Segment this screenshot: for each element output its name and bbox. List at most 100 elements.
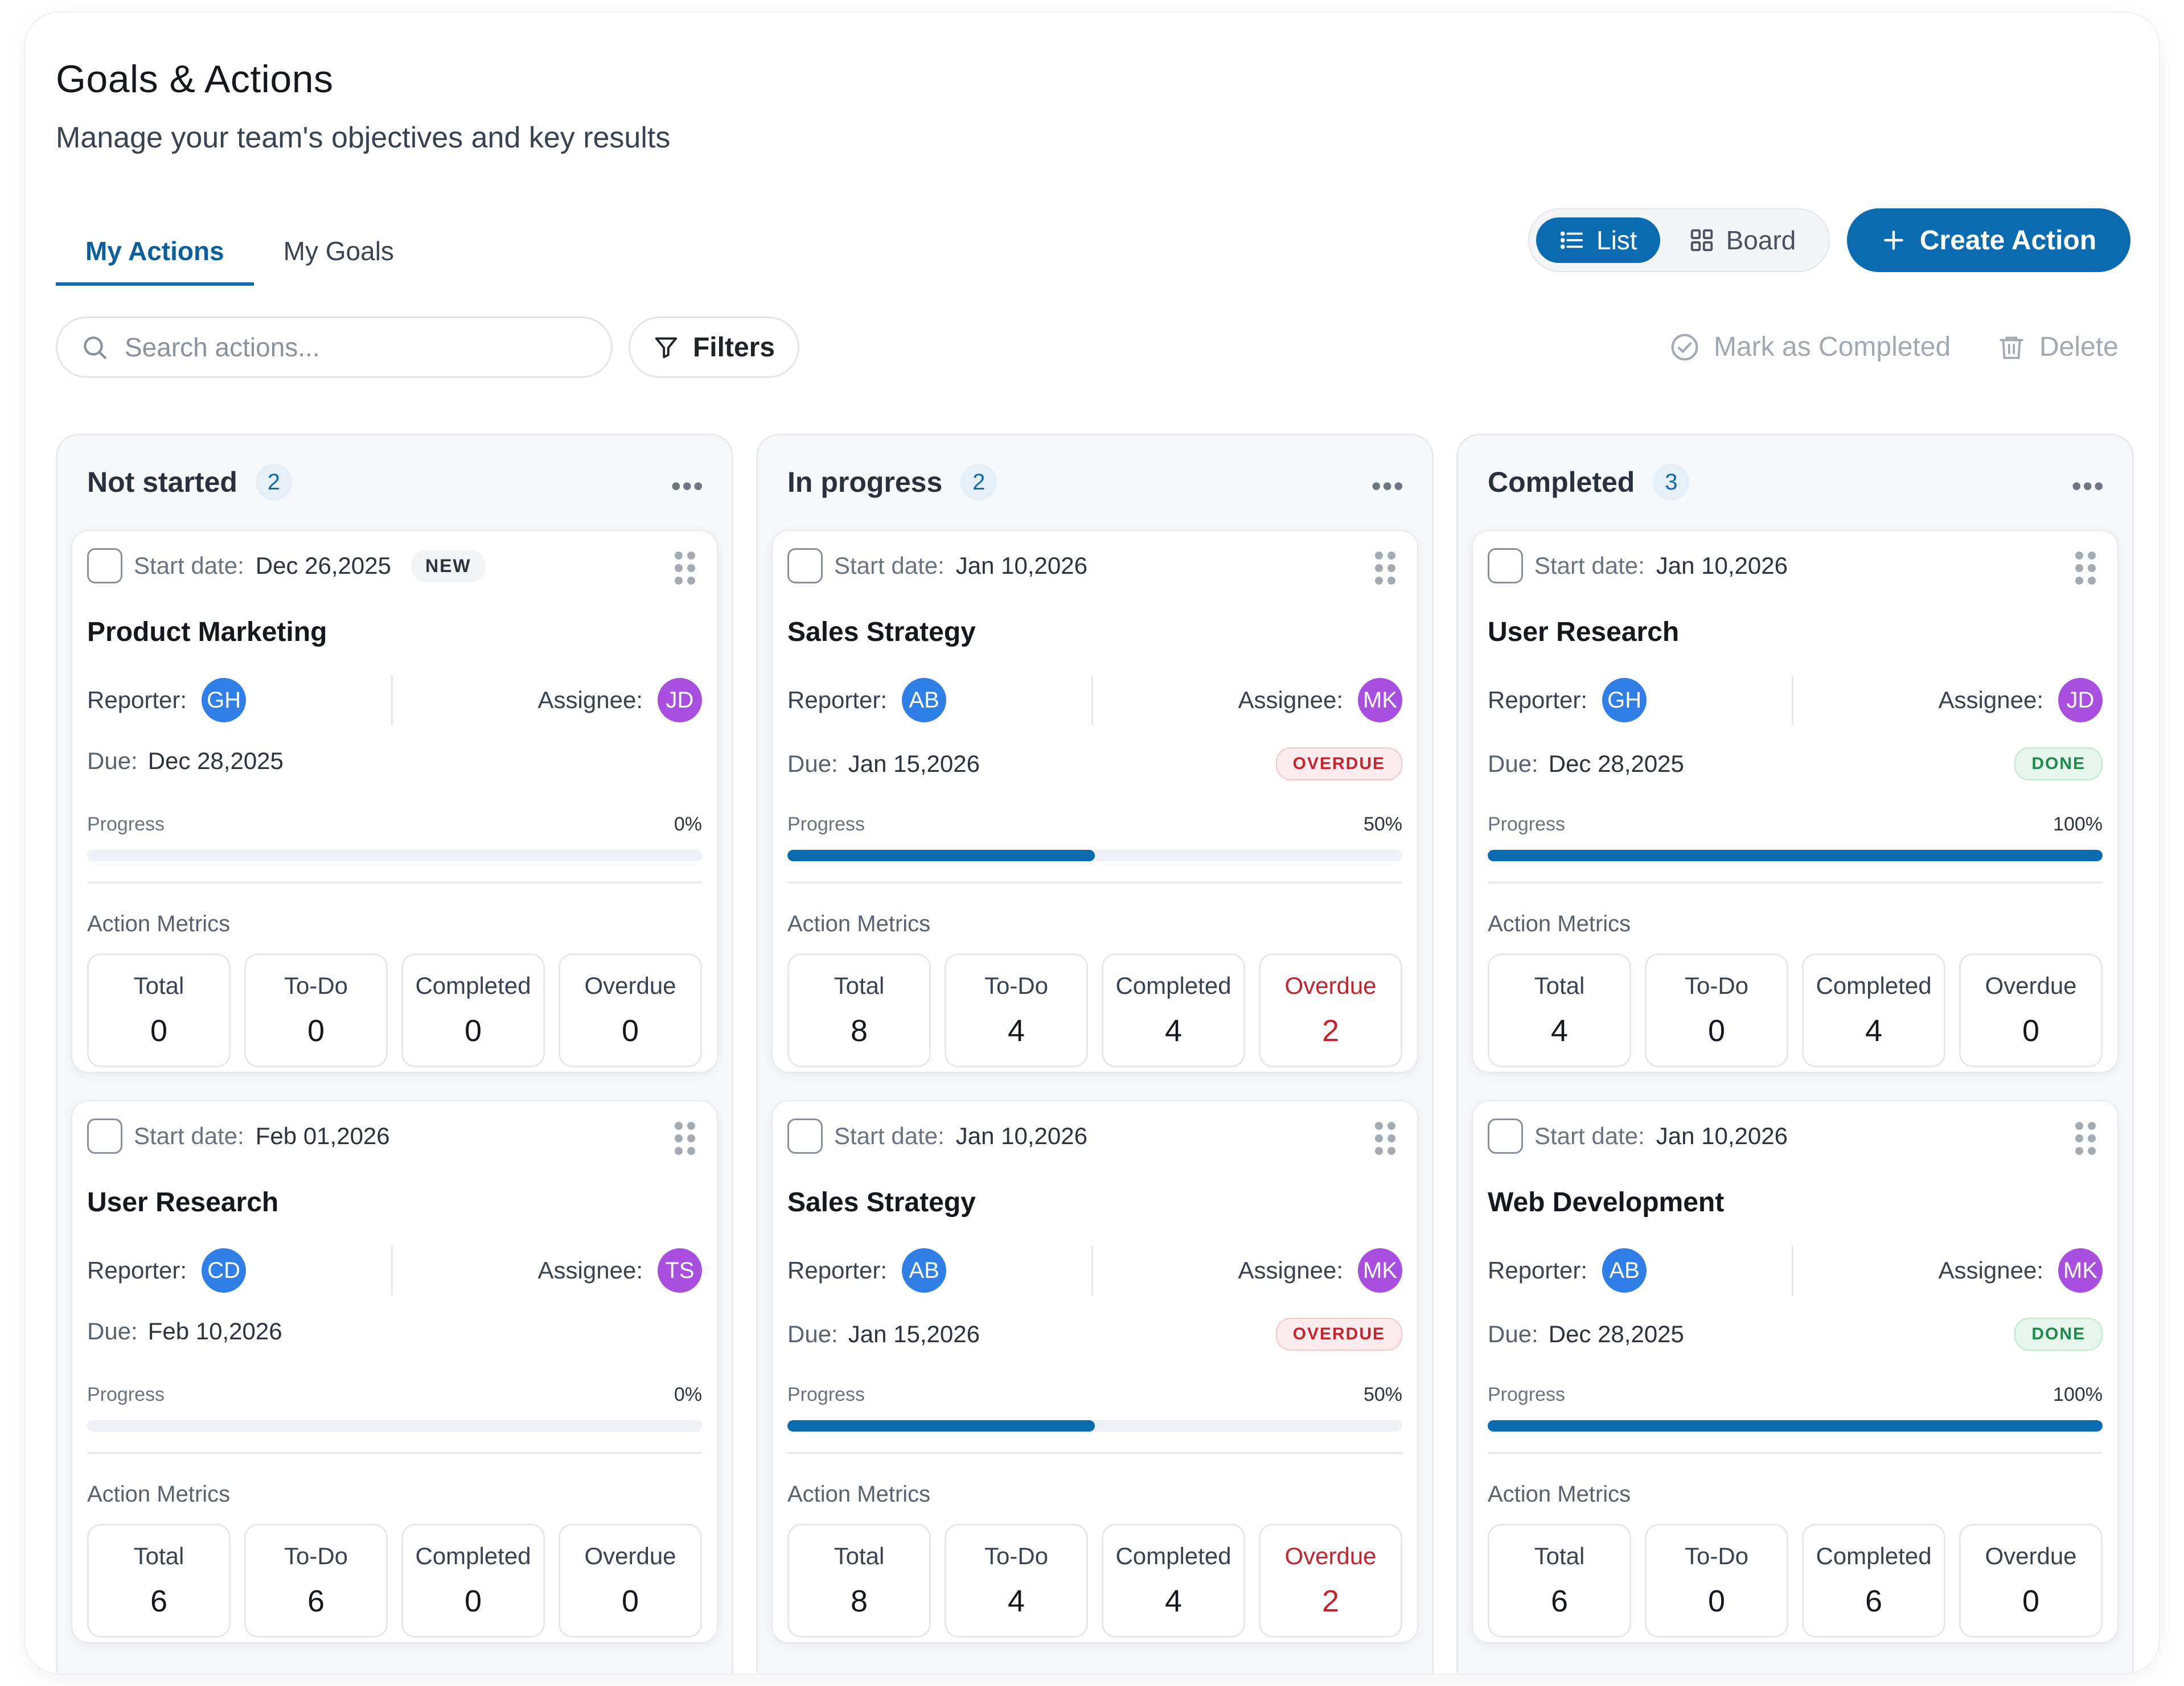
progress-fill: [787, 850, 1095, 861]
search-box: [56, 316, 613, 378]
start-date-value: Jan 10,2026: [1656, 1122, 1788, 1149]
reporter-label: Reporter:: [787, 1257, 888, 1284]
metric-value: 0: [464, 1584, 482, 1618]
select-checkbox[interactable]: [787, 1118, 823, 1154]
metrics-grid: Total 8 To-Do 4 Completed 4 Overdue 2: [787, 1524, 1402, 1638]
metric-todo: To-Do 4: [945, 1524, 1088, 1638]
new-badge: NEW: [411, 549, 485, 582]
mark-completed-button[interactable]: Mark as Completed: [1669, 331, 1951, 363]
action-card[interactable]: Start date: Jan 10,2026 Sales Strategy R…: [773, 531, 1417, 1072]
assignee-avatar[interactable]: JD: [658, 678, 702, 722]
select-checkbox[interactable]: [787, 548, 823, 583]
action-card[interactable]: Start date: Jan 10,2026 Sales Strategy R…: [773, 1101, 1417, 1642]
more-options-icon[interactable]: •••: [1371, 470, 1405, 502]
start-date-value: Dec 26,2025: [255, 552, 391, 579]
progress-bar: [87, 1420, 702, 1432]
progress-label: Progress: [787, 813, 865, 835]
metric-label: Total: [133, 1543, 184, 1569]
due-row: Due: Jan 15,2026 OVERDUE: [787, 747, 1402, 780]
select-checkbox[interactable]: [87, 1118, 122, 1154]
assignee-avatar[interactable]: JD: [2058, 678, 2103, 722]
metric-label: To-Do: [284, 972, 348, 999]
search-icon: [84, 336, 106, 359]
tab-my-actions[interactable]: My Actions: [56, 217, 254, 286]
view-toggle: List Board: [1528, 208, 1830, 272]
app-window: Goals & Actions Manage your team's objec…: [25, 13, 2159, 1673]
due-row: Due: Dec 28,2025 DONE: [1488, 1318, 2103, 1351]
select-checkbox[interactable]: [87, 548, 122, 583]
metric-label: To-Do: [984, 1543, 1049, 1569]
status-badge: OVERDUE: [1275, 747, 1402, 780]
board-view-button[interactable]: Board: [1666, 217, 1819, 263]
column-header: Not started 2: [87, 464, 292, 500]
progress-row: Progress 100%: [1488, 1384, 2103, 1406]
more-options-icon[interactable]: •••: [2071, 470, 2105, 502]
page-subtitle: Manage your team's objectives and key re…: [56, 121, 671, 154]
action-card[interactable]: Start date: Jan 10,2026 Web Development …: [1473, 1101, 2117, 1642]
filters-button[interactable]: Filters: [629, 316, 799, 378]
start-date-label: Start date:: [134, 1122, 244, 1149]
reporter-avatar[interactable]: GH: [202, 678, 247, 722]
drag-handle-icon[interactable]: [1375, 552, 1398, 586]
list-view-button[interactable]: List: [1536, 217, 1660, 263]
delete-button[interactable]: Delete: [1997, 331, 2119, 363]
list-view-label: List: [1596, 225, 1637, 255]
reporter-label: Reporter:: [1488, 1257, 1588, 1284]
column-title: In progress: [787, 466, 943, 498]
due-row: Due: Jan 15,2026 OVERDUE: [787, 1318, 1402, 1351]
drag-handle-icon[interactable]: [2075, 1122, 2098, 1156]
drag-handle-icon[interactable]: [675, 1122, 697, 1156]
action-card[interactable]: Start date: Dec 26,2025 NEW Product Mark…: [72, 531, 717, 1072]
more-options-icon[interactable]: •••: [671, 470, 704, 502]
tab-my-goals[interactable]: My Goals: [283, 236, 394, 266]
divider: [87, 882, 702, 883]
metric-label: Completed: [1115, 972, 1231, 999]
status-badge: DONE: [2014, 1318, 2103, 1351]
divider: [787, 882, 1402, 883]
reporter-avatar[interactable]: AB: [902, 1248, 947, 1293]
assignee-avatar[interactable]: TS: [658, 1248, 702, 1293]
metric-value: 6: [307, 1584, 325, 1618]
people-row: Reporter: GH Assignee: JD: [1488, 675, 2103, 726]
card-header: Start date: Dec 26,2025 NEW: [87, 548, 485, 583]
assignee-avatar[interactable]: MK: [1358, 678, 1402, 722]
metric-total: Total 8: [787, 953, 931, 1067]
metrics-label: Action Metrics: [787, 911, 931, 936]
column-count-badge: 2: [960, 464, 997, 500]
select-checkbox[interactable]: [1488, 1118, 1523, 1154]
metric-value: 8: [850, 1584, 868, 1618]
metric-total: Total 4: [1488, 953, 1631, 1067]
reporter-avatar[interactable]: CD: [202, 1248, 247, 1293]
select-checkbox[interactable]: [1488, 548, 1523, 583]
reporter-avatar[interactable]: AB: [1602, 1248, 1647, 1293]
reporter-avatar[interactable]: GH: [1602, 678, 1647, 722]
due-date: Dec 28,2025: [147, 747, 284, 774]
due-date: Dec 28,2025: [1548, 1321, 1684, 1347]
progress-bar: [787, 1420, 1402, 1432]
assignee-avatar[interactable]: MK: [1358, 1248, 1402, 1293]
progress-label: Progress: [87, 813, 165, 835]
drag-handle-icon[interactable]: [1375, 1122, 1398, 1156]
metric-value: 0: [464, 1014, 482, 1048]
progress-percent: 50%: [1363, 1384, 1402, 1405]
assignee-avatar[interactable]: MK: [2058, 1248, 2103, 1293]
drag-handle-icon[interactable]: [675, 552, 697, 586]
assignee-label: Assignee:: [1938, 686, 2043, 713]
metric-value: 4: [1164, 1584, 1183, 1618]
due-label: Due:: [87, 1318, 138, 1344]
reporter-avatar[interactable]: AB: [902, 678, 947, 722]
metric-total: Total 8: [787, 1524, 931, 1638]
metric-label: Completed: [1816, 1543, 1932, 1569]
action-card[interactable]: Start date: Jan 10,2026 User Research Re…: [1473, 531, 2117, 1072]
search-input[interactable]: [125, 332, 580, 363]
metric-value: 4: [1865, 1014, 1883, 1048]
action-card[interactable]: Start date: Feb 01,2026 User Research Re…: [72, 1101, 717, 1642]
start-date-label: Start date:: [1534, 1122, 1645, 1149]
metric-value: 8: [850, 1014, 868, 1048]
divider: [787, 1452, 1402, 1454]
create-action-button[interactable]: Create Action: [1847, 208, 2130, 272]
drag-handle-icon[interactable]: [2075, 552, 2098, 586]
metric-completed: Completed 4: [1802, 953, 1945, 1067]
metrics-grid: Total 6 To-Do 6 Completed 0 Overdue 0: [87, 1524, 702, 1638]
progress-row: Progress 50%: [787, 1384, 1402, 1406]
